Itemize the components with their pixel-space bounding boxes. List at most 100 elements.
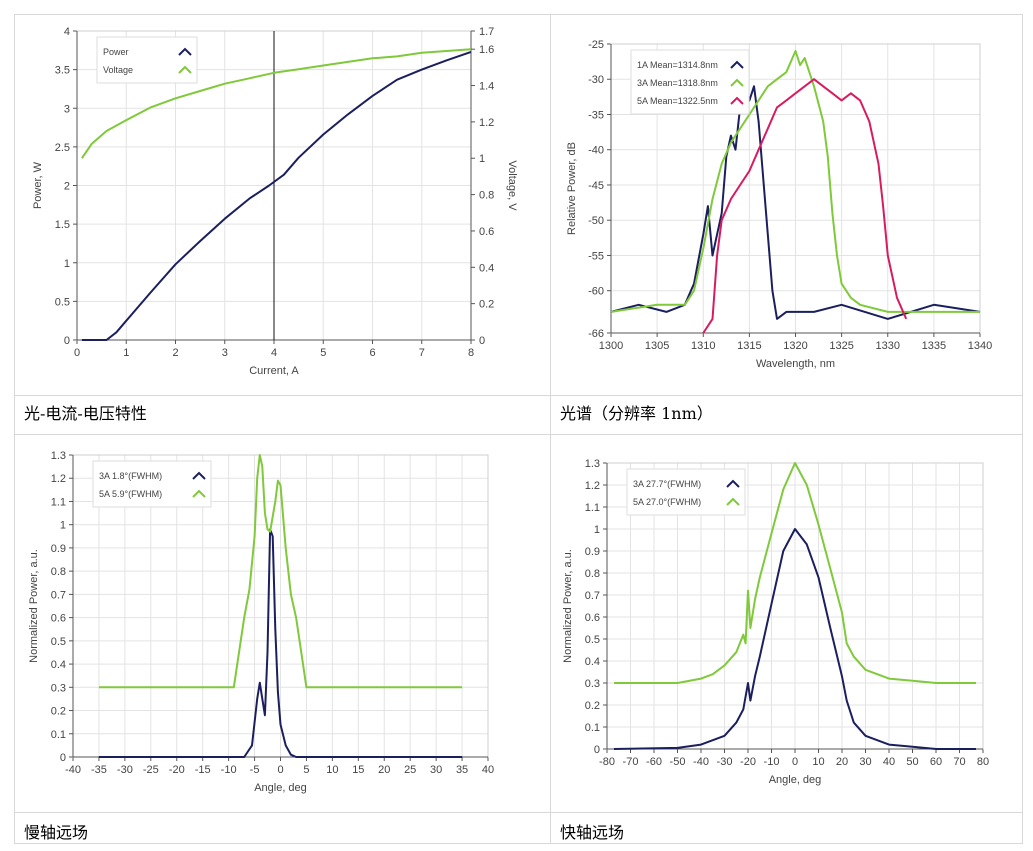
chart3-y-tick-label: 0.3 — [585, 678, 600, 690]
chart0-series-line-1 — [81, 48, 472, 159]
chart1-x-axis-label: Wavelength, nm — [756, 358, 835, 370]
chart2-x-tick-label: -20 — [169, 764, 185, 776]
chart1-x-tick-label: 1330 — [876, 340, 900, 352]
chart3-y-tick-label: 1.2 — [585, 480, 600, 492]
chart0-y-tick-label: 2 — [64, 181, 70, 193]
chart3-x-tick-label: 30 — [859, 756, 871, 768]
chart2-x-tick-label: -15 — [195, 764, 211, 776]
chart0-y-tick-label: 3 — [64, 103, 70, 115]
chart2-x-tick-label: -10 — [221, 764, 237, 776]
chart2-x-tick-label: 30 — [430, 764, 442, 776]
chart3-y-tick-label: 0.9 — [585, 546, 600, 558]
chart2-x-tick-label: -30 — [117, 764, 133, 776]
chart1-y-tick-label: -35 — [588, 109, 604, 121]
chart0-y2-tick-label: 0 — [479, 335, 485, 347]
chart3-legend-swatch-1 — [726, 497, 740, 506]
chart0-y2-tick-label: 1.7 — [479, 26, 494, 38]
caption-row-2-right — [550, 812, 1023, 844]
chart1-y-tick-label: -25 — [588, 39, 604, 51]
chart1-y-tick-label: -40 — [588, 145, 604, 157]
chart1-y-tick-label: -55 — [588, 250, 604, 262]
chart1-legend-box — [630, 49, 750, 115]
chart0-x-tick-label: 2 — [172, 347, 178, 359]
chart2-x-tick-label: -25 — [143, 764, 159, 776]
chart1-legend-swatch-2 — [730, 96, 744, 105]
chart1-series-line-2 — [702, 78, 908, 334]
caption-spectrum: 光谱（分辨率 1nm） — [560, 404, 713, 423]
caption-slow-axis: 慢轴远场 — [24, 823, 89, 842]
chart1-x-tick-label: 1340 — [968, 340, 992, 352]
chart1-legend-label-0: 1A Mean=1314.8nm — [637, 60, 718, 70]
chart3-y-axis-label: Normalized Power, a.u. — [562, 549, 574, 663]
chart1-y-tick-label: -45 — [588, 180, 604, 192]
chart0-y-tick-label: 4 — [64, 26, 70, 38]
chart3-x-tick-label: -20 — [740, 756, 756, 768]
chart3-x-tick-label: 0 — [792, 756, 798, 768]
chart1-x-tick-label: 1335 — [922, 340, 946, 352]
chart0-legend-swatch-1 — [178, 65, 192, 74]
caption-row-1-right — [550, 395, 1023, 435]
chart2-y-tick-label: 0.3 — [51, 682, 66, 694]
chart2-y-tick-label: 0.5 — [51, 636, 66, 648]
chart3-x-tick-label: -50 — [670, 756, 686, 768]
chart2-y-tick-label: 1.3 — [51, 450, 66, 462]
chart3-x-tick-label: 40 — [883, 756, 895, 768]
chart0-x-tick-label: 7 — [419, 347, 425, 359]
chart3-series-line-1 — [614, 462, 976, 684]
chart3-y-tick-label: 1.1 — [585, 502, 600, 514]
chart1-x-tick-label: 1310 — [691, 340, 715, 352]
chart0-y2-tick-label: 0.2 — [479, 299, 494, 311]
chart0-x-tick-label: 5 — [320, 347, 326, 359]
chart0-y2-tick-label: 0.6 — [479, 226, 494, 238]
chart2-x-tick-label: 20 — [378, 764, 390, 776]
chart0-y-tick-label: 0.5 — [55, 296, 70, 308]
chart3-x-tick-label: 10 — [812, 756, 824, 768]
chart2-x-tick-label: 15 — [352, 764, 364, 776]
chart3-y-tick-label: 0 — [594, 744, 600, 756]
chart1-x-tick-label: 1300 — [599, 340, 623, 352]
chart1-y-tick-label: -30 — [588, 74, 604, 86]
chart0-x-tick-label: 0 — [74, 347, 80, 359]
chart2-x-tick-label: 35 — [456, 764, 468, 776]
chart2-y-tick-label: 0 — [60, 752, 66, 764]
chart2-y-tick-label: 0.4 — [51, 659, 66, 671]
chart2-x-tick-label: 5 — [303, 764, 309, 776]
chart2-series-line-1 — [98, 454, 463, 689]
chart2-x-axis-label: Angle, deg — [254, 782, 307, 794]
chart2-x-tick-label: -40 — [65, 764, 81, 776]
chart0-y-tick-label: 1 — [64, 258, 70, 270]
chart0-y2-axis-label: Voltage, V — [506, 160, 518, 211]
chart2-legend-label-1: 5A 5.9°(FWHM) — [99, 489, 162, 499]
chart2-x-tick-label: 0 — [277, 764, 283, 776]
chart3-y-tick-label: 0.2 — [585, 700, 600, 712]
chart0-x-tick-label: 6 — [369, 347, 375, 359]
chart3-x-tick-label: 60 — [930, 756, 942, 768]
chart3-y-tick-label: 0.4 — [585, 656, 600, 668]
chart2-legend-swatch-0 — [192, 471, 206, 480]
chart1-y-tick-label: -60 — [588, 286, 604, 298]
chart0-y2-tick-label: 1 — [479, 153, 485, 165]
chart3-x-tick-label: 80 — [977, 756, 989, 768]
chart3-y-tick-label: 0.7 — [585, 590, 600, 602]
chart3-y-tick-label: 0.8 — [585, 568, 600, 580]
chart0-x-tick-label: 1 — [123, 347, 129, 359]
chart1-x-tick-label: 1325 — [829, 340, 853, 352]
chart3-x-tick-label: -30 — [717, 756, 733, 768]
chart0-y-tick-label: 2.5 — [55, 142, 70, 154]
chart3-x-tick-label: -70 — [623, 756, 639, 768]
chart3-legend-label-0: 3A 27.7°(FWHM) — [633, 479, 701, 489]
chart2-legend-box — [92, 460, 212, 508]
chart0-legend-swatch-0 — [178, 47, 192, 56]
chart1-y-tick-label: -50 — [588, 215, 604, 227]
chart0-x-axis-label: Current, A — [249, 365, 299, 377]
chart3-x-tick-label: 70 — [953, 756, 965, 768]
chart3-x-tick-label: -60 — [646, 756, 662, 768]
chart0-legend-box — [96, 36, 198, 84]
chart2-x-tick-label: 40 — [482, 764, 494, 776]
chart1-series-line-1 — [610, 50, 980, 313]
chart3-y-tick-label: 0.6 — [585, 612, 600, 624]
chart0-legend-label-1: Voltage — [103, 65, 133, 75]
caption-liv: 光-电流-电压特性 — [24, 404, 147, 423]
chart0-y-tick-label: 1.5 — [55, 219, 70, 231]
